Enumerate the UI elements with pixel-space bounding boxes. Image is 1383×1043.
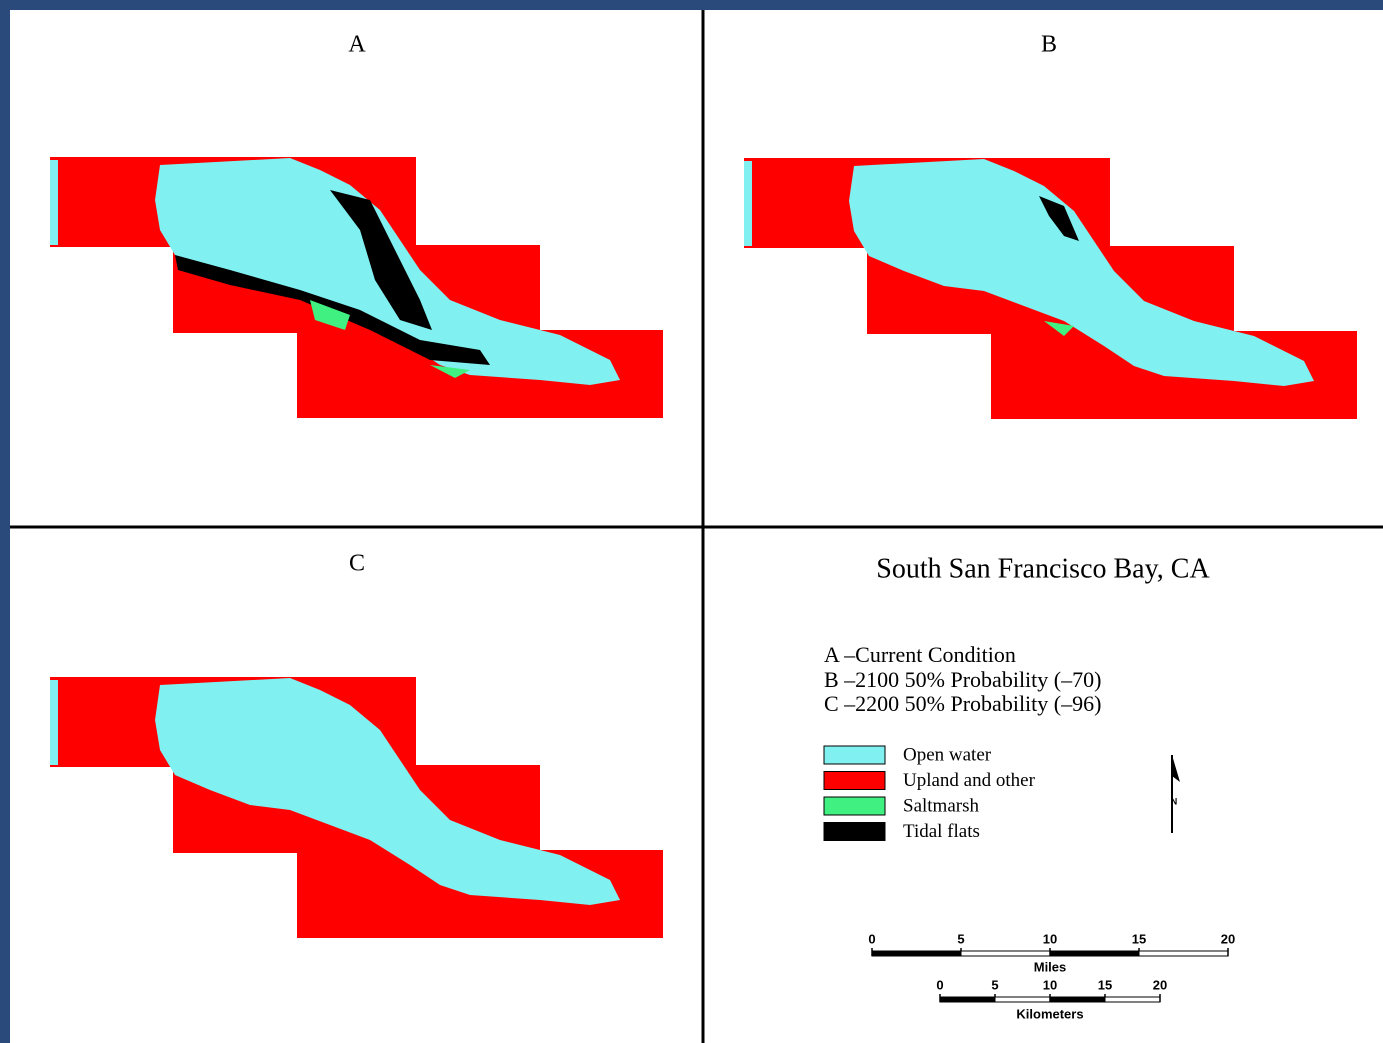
scale-tick-label: 20: [1221, 931, 1235, 946]
scale-tick-label: 5: [991, 977, 998, 992]
legend-label: Saltmarsh: [903, 795, 979, 816]
scale-tick-label: 15: [1132, 931, 1146, 946]
figure: A B C South San Francisco Bay, CA A –Cur…: [0, 0, 1383, 1043]
scale-unit: Miles: [1034, 959, 1067, 974]
legend-label: Upland and other: [903, 770, 1036, 791]
scale-segment: [1105, 997, 1160, 1002]
scale-segment: [872, 951, 961, 956]
scale-segment: [961, 951, 1050, 956]
scenario: A –Current Condition: [824, 642, 1016, 667]
scale-tick-label: 10: [1043, 977, 1057, 992]
scale-tick-label: 15: [1098, 977, 1112, 992]
scale-tick-label: 5: [957, 931, 964, 946]
scale-segment: [1139, 951, 1228, 956]
scale-segment: [995, 997, 1050, 1002]
legend-label: Open water: [903, 744, 992, 765]
legend-swatch: [824, 746, 885, 764]
scale-segment: [1050, 951, 1139, 956]
legend-label: Tidal flats: [903, 821, 980, 842]
map-title: South San Francisco Bay, CA: [876, 553, 1210, 584]
scenario: C –2200 50% Probability (–96): [824, 691, 1101, 716]
scale-tick-label: 0: [868, 931, 875, 946]
legend-swatch: [824, 823, 885, 841]
scale-tick-label: 20: [1153, 977, 1167, 992]
panel-label: A: [348, 32, 366, 58]
legend-swatch: [824, 797, 885, 815]
scale-segment: [1050, 997, 1105, 1002]
panel-label: C: [349, 551, 365, 577]
scale-tick-label: 0: [936, 977, 943, 992]
scenario: B –2100 50% Probability (–70): [824, 667, 1101, 692]
panel-label: B: [1041, 32, 1057, 58]
scale-segment: [940, 997, 995, 1002]
legend-swatch: [824, 772, 885, 790]
north-label: N: [1171, 796, 1178, 806]
scale-unit: Kilometers: [1016, 1006, 1083, 1021]
scale-tick-label: 10: [1043, 931, 1057, 946]
